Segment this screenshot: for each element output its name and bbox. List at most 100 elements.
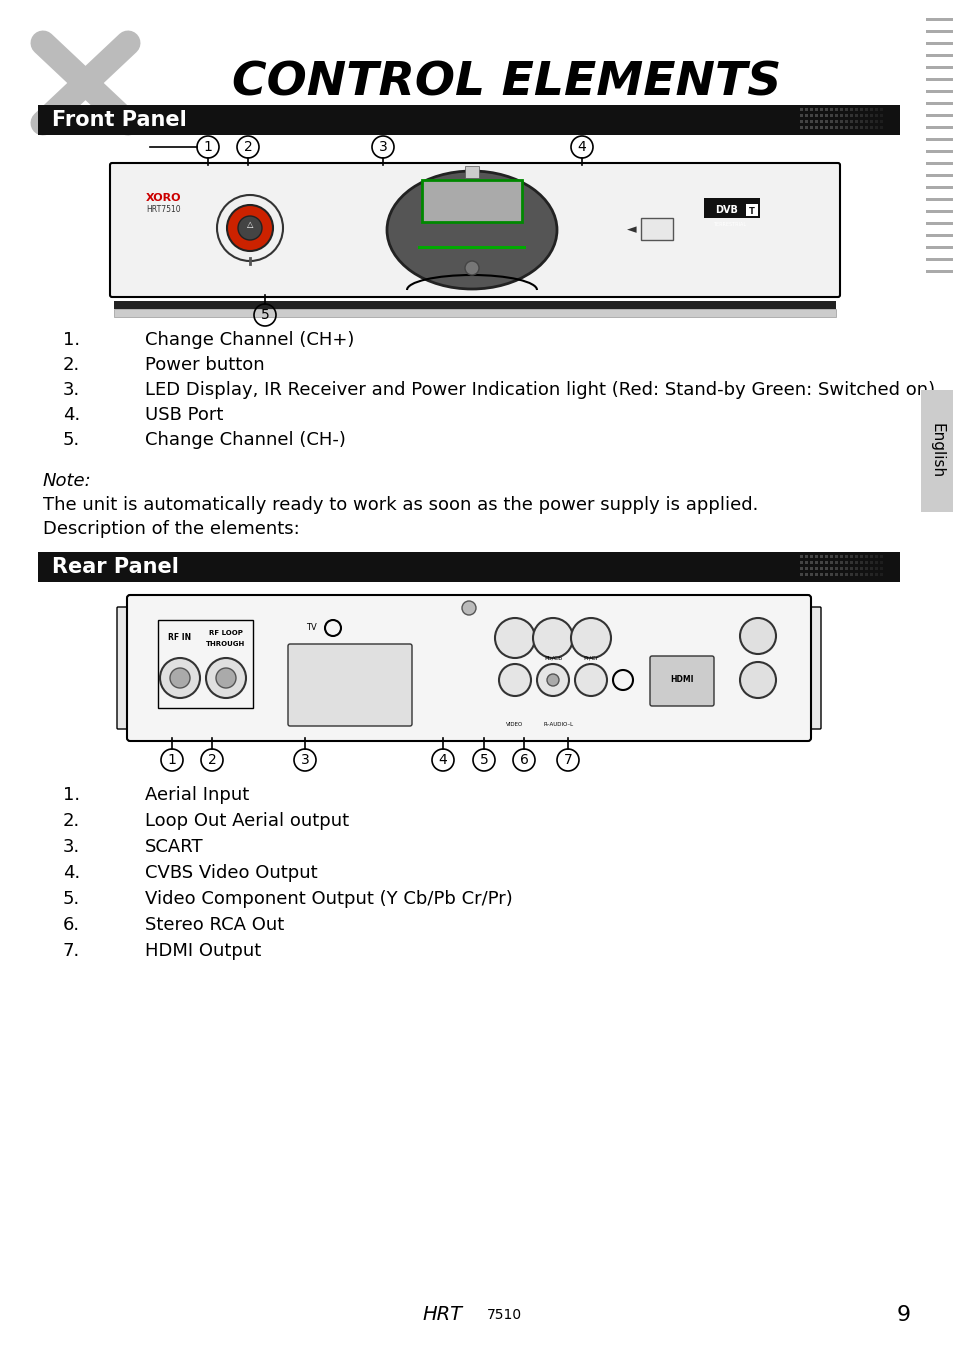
Circle shape bbox=[498, 664, 531, 696]
Bar bbox=[925, 138, 953, 141]
Text: 3.: 3. bbox=[63, 381, 80, 399]
Circle shape bbox=[495, 618, 535, 658]
Bar bbox=[745, 204, 758, 216]
Bar bbox=[844, 561, 847, 564]
Bar bbox=[869, 126, 872, 128]
Bar bbox=[925, 114, 953, 118]
Bar bbox=[925, 126, 953, 128]
Bar bbox=[800, 120, 802, 123]
Bar bbox=[864, 573, 867, 576]
Bar bbox=[464, 166, 478, 178]
Bar bbox=[840, 556, 842, 558]
Bar bbox=[844, 108, 847, 111]
Bar bbox=[824, 126, 827, 128]
Bar bbox=[840, 108, 842, 111]
Bar bbox=[849, 126, 852, 128]
FancyBboxPatch shape bbox=[110, 164, 840, 297]
Bar bbox=[869, 556, 872, 558]
Text: 9: 9 bbox=[896, 1305, 910, 1325]
Circle shape bbox=[464, 261, 478, 274]
Bar bbox=[800, 561, 802, 564]
Text: 3: 3 bbox=[378, 141, 387, 154]
Bar bbox=[849, 573, 852, 576]
Bar bbox=[804, 126, 807, 128]
Circle shape bbox=[533, 618, 573, 658]
Bar bbox=[814, 108, 817, 111]
Bar bbox=[874, 561, 877, 564]
Bar bbox=[804, 108, 807, 111]
Text: The unit is automatically ready to work as soon as the power supply is applied.: The unit is automatically ready to work … bbox=[43, 496, 758, 514]
Circle shape bbox=[215, 668, 235, 688]
Bar bbox=[840, 573, 842, 576]
Bar bbox=[113, 310, 835, 316]
Bar bbox=[869, 566, 872, 571]
Text: 1.: 1. bbox=[63, 786, 80, 804]
Bar bbox=[879, 108, 882, 111]
Bar bbox=[800, 556, 802, 558]
Text: 7.: 7. bbox=[63, 942, 80, 960]
Circle shape bbox=[571, 618, 610, 658]
Bar bbox=[804, 573, 807, 576]
Bar bbox=[829, 556, 832, 558]
Bar bbox=[874, 566, 877, 571]
Bar bbox=[804, 120, 807, 123]
Bar bbox=[809, 573, 812, 576]
Bar bbox=[854, 573, 857, 576]
Bar bbox=[925, 101, 953, 105]
Circle shape bbox=[546, 675, 558, 685]
Bar bbox=[417, 246, 525, 249]
Bar bbox=[421, 180, 521, 222]
Bar bbox=[920, 389, 953, 512]
Text: Change Channel (CH+): Change Channel (CH+) bbox=[145, 331, 354, 349]
Bar bbox=[829, 108, 832, 111]
Bar bbox=[859, 108, 862, 111]
Bar bbox=[820, 566, 822, 571]
Bar bbox=[925, 174, 953, 177]
Text: 2: 2 bbox=[243, 141, 253, 154]
Bar bbox=[800, 114, 802, 118]
Bar bbox=[859, 126, 862, 128]
Bar bbox=[849, 114, 852, 118]
FancyBboxPatch shape bbox=[649, 656, 713, 706]
Text: Change Channel (CH-): Change Channel (CH-) bbox=[145, 431, 346, 449]
Bar bbox=[874, 126, 877, 128]
Bar bbox=[874, 556, 877, 558]
Text: XORO: XORO bbox=[146, 193, 182, 203]
Text: TERRESTRIAL: TERRESTRIAL bbox=[713, 223, 746, 227]
Bar bbox=[869, 114, 872, 118]
Bar bbox=[113, 301, 835, 310]
Bar bbox=[925, 66, 953, 69]
Text: Video Component Output (Y Cb/Pb Cr/Pr): Video Component Output (Y Cb/Pb Cr/Pr) bbox=[145, 890, 512, 909]
Text: HRT7510: HRT7510 bbox=[147, 206, 181, 215]
Bar bbox=[840, 566, 842, 571]
Bar bbox=[859, 566, 862, 571]
Bar bbox=[854, 114, 857, 118]
Text: THROUGH: THROUGH bbox=[206, 641, 245, 648]
Text: Rear Panel: Rear Panel bbox=[52, 557, 179, 577]
Text: 3.: 3. bbox=[63, 838, 80, 856]
Bar bbox=[925, 150, 953, 153]
Bar bbox=[829, 126, 832, 128]
Bar bbox=[874, 114, 877, 118]
Text: Front Panel: Front Panel bbox=[52, 110, 187, 130]
Bar bbox=[879, 120, 882, 123]
Bar bbox=[824, 561, 827, 564]
FancyBboxPatch shape bbox=[117, 607, 132, 729]
Bar bbox=[703, 197, 760, 218]
Text: ◄: ◄ bbox=[626, 223, 637, 237]
Bar bbox=[809, 561, 812, 564]
Bar bbox=[879, 126, 882, 128]
Bar bbox=[824, 566, 827, 571]
Bar bbox=[814, 566, 817, 571]
Bar bbox=[864, 114, 867, 118]
Bar bbox=[844, 573, 847, 576]
FancyBboxPatch shape bbox=[288, 644, 412, 726]
Bar bbox=[864, 561, 867, 564]
Bar bbox=[859, 556, 862, 558]
Bar bbox=[854, 566, 857, 571]
Bar bbox=[849, 108, 852, 111]
Bar bbox=[869, 120, 872, 123]
Bar bbox=[814, 573, 817, 576]
Text: Loop Out Aerial output: Loop Out Aerial output bbox=[145, 813, 349, 830]
Bar bbox=[809, 556, 812, 558]
